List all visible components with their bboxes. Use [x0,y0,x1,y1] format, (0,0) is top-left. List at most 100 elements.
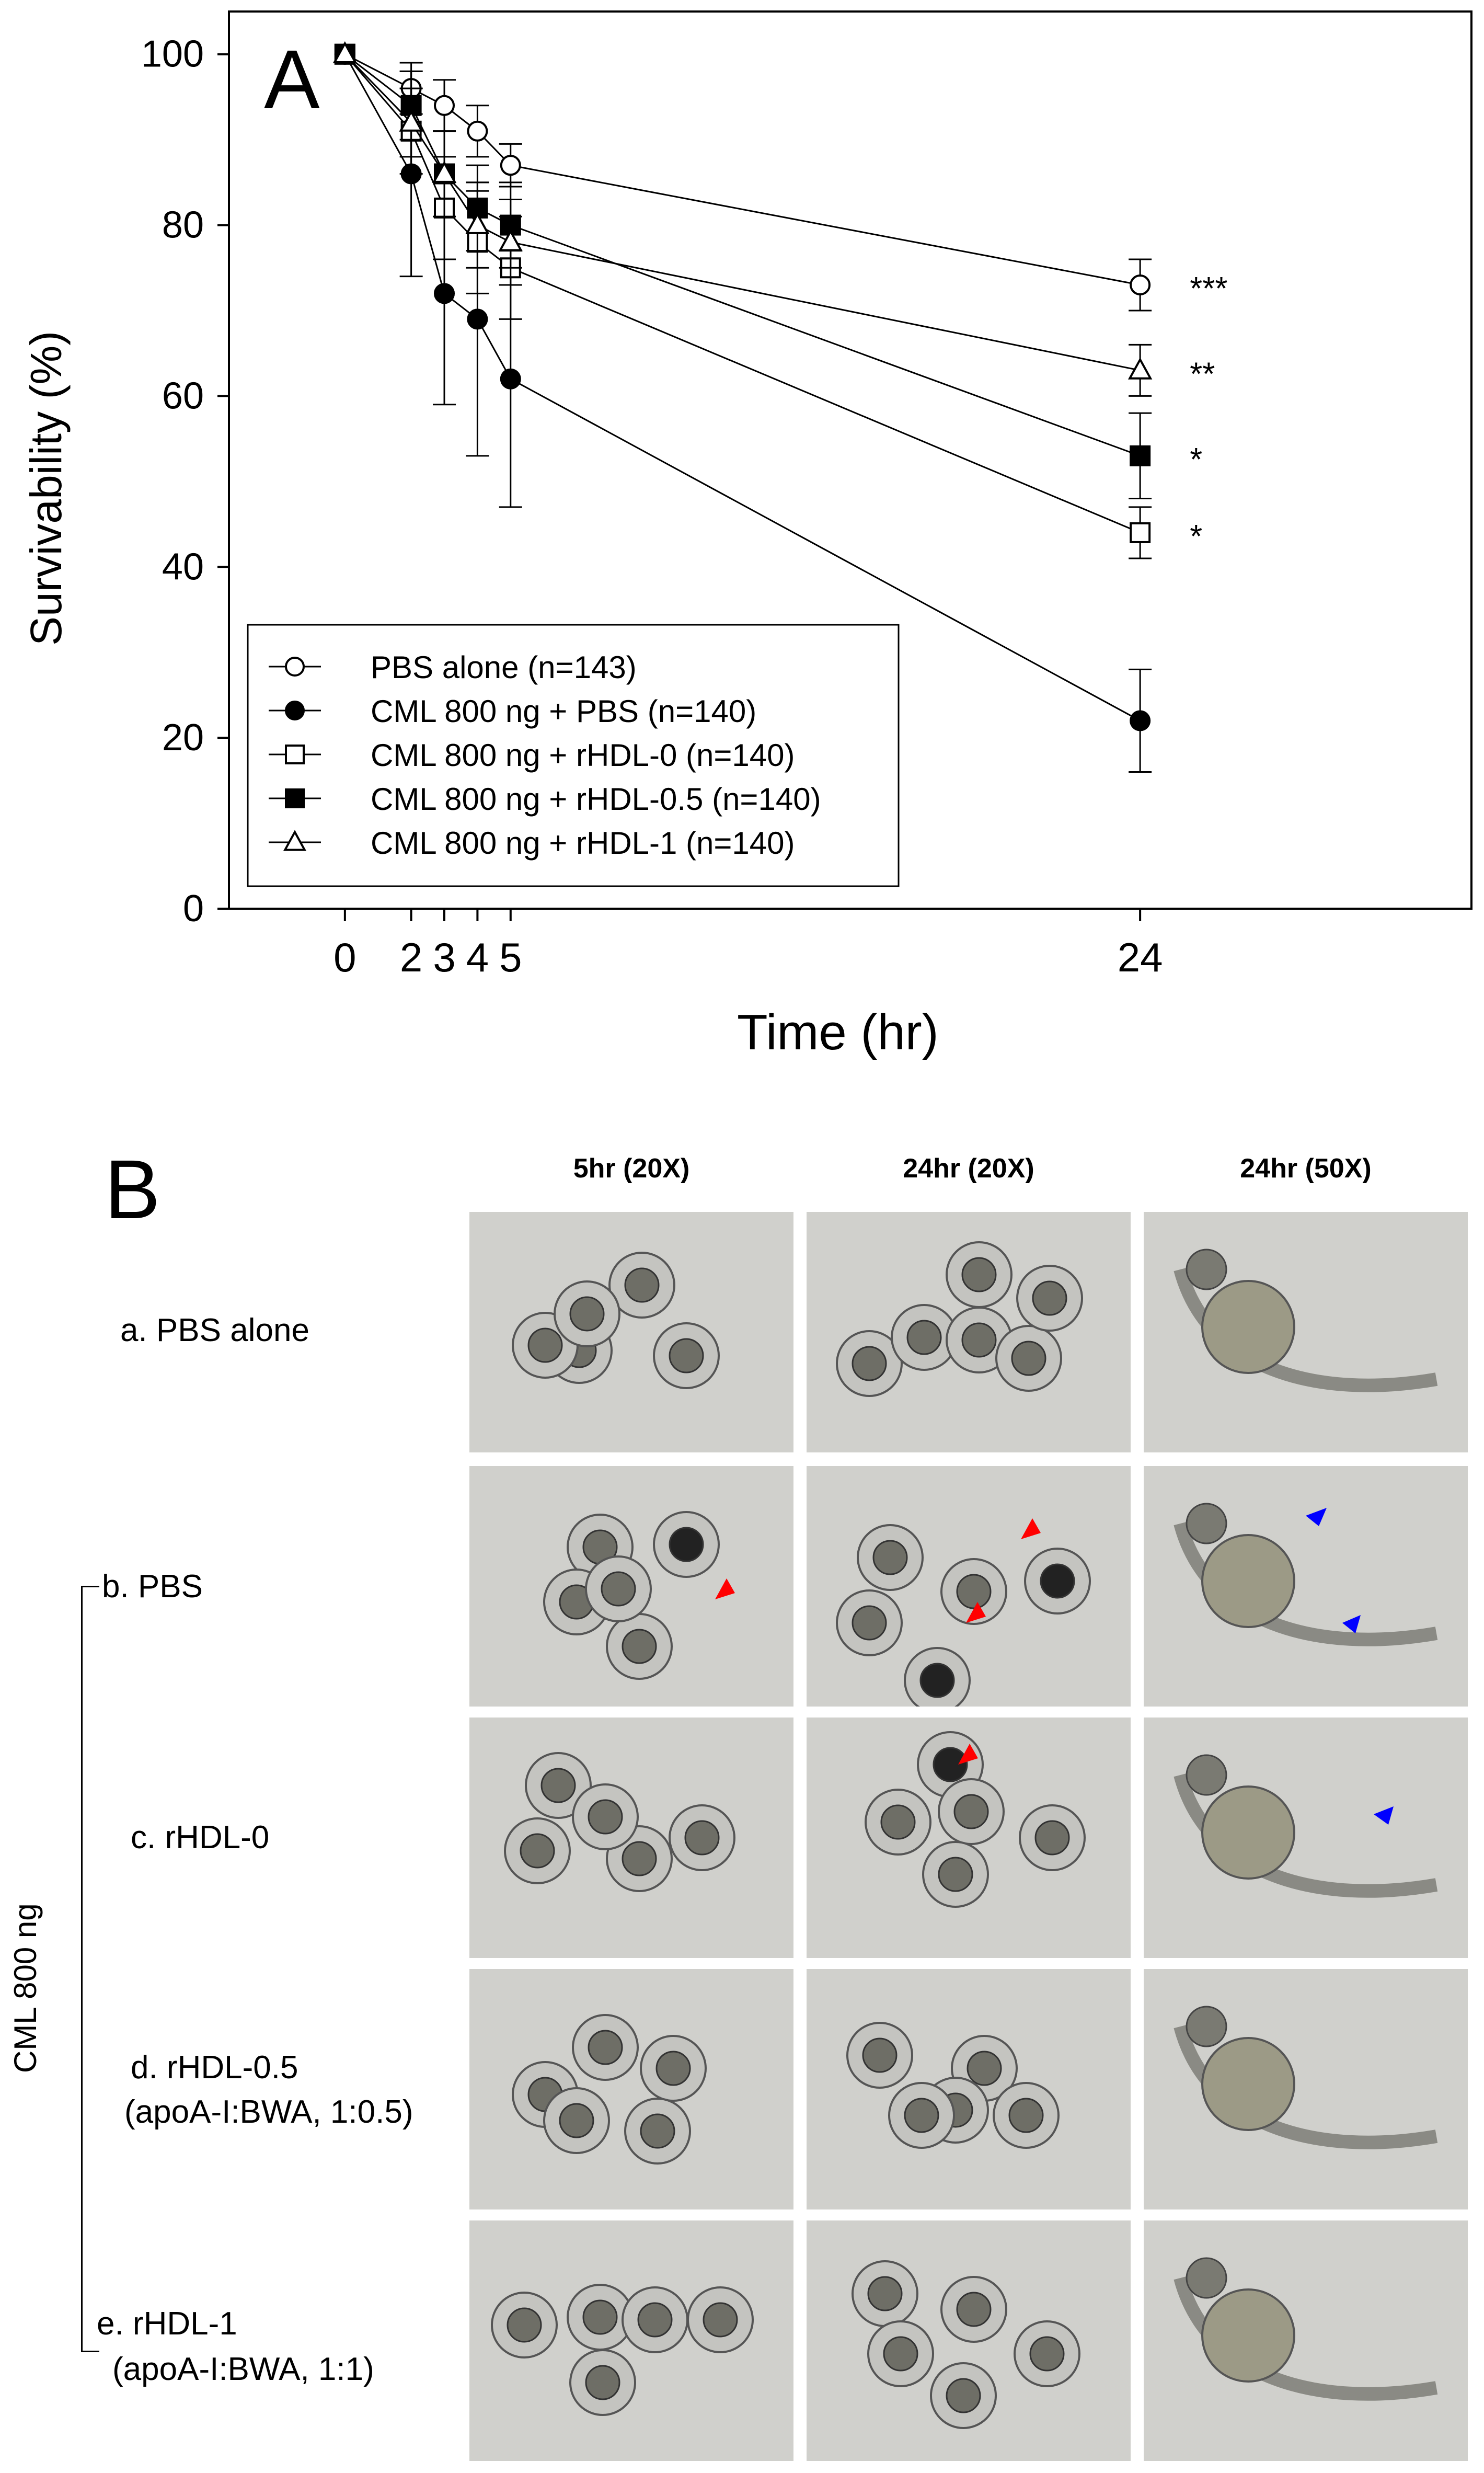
column-header-24hr-50x: 24hr (50X) [1240,1153,1372,1184]
data-point [285,788,305,808]
y-tick-label: 60 [162,375,204,417]
embryo-photo-row5-col3 [1144,2220,1468,2461]
y-tick-label: 80 [162,204,204,246]
embryo-photo-drawing [1144,2220,1468,2461]
x-tick-label: 24 [1118,934,1163,980]
embryo-photo-drawing [807,1969,1131,2209]
data-point [1130,522,1151,543]
embryo-photo-drawing [807,1212,1131,1452]
data-point [500,155,521,176]
data-point [285,701,305,720]
embryo-photo-row2-col2 [807,1466,1131,1707]
row-label-a: a. PBS alone [120,1312,309,1348]
significance-label: ** [1190,356,1215,392]
embryo-photo-drawing [1144,1466,1468,1707]
group-label-cml: CML 800 ng [8,1903,43,2073]
data-point [399,109,423,132]
legend-entry: PBS alone (n=143) [371,650,637,685]
data-point [1130,710,1151,731]
significance-label: * [1190,519,1202,555]
data-point [283,830,307,851]
data-point [1130,274,1151,295]
data-point [432,161,457,183]
x-axis-label: Time (hr) [737,1004,939,1060]
data-point [1128,357,1153,380]
embryo-photo-row3-col3 [1144,1718,1468,1958]
y-tick-label: 20 [162,717,204,759]
row-label-b: b. PBS [102,1568,203,1605]
series-5: ** [332,41,1215,397]
embryo-photo-drawing [807,1466,1131,1707]
y-tick-label: 40 [162,546,204,588]
series-line [344,53,1141,534]
data-point [467,120,488,142]
data-point [285,745,305,764]
x-tick-label: 0 [333,934,356,980]
embryo-photo-drawing [1144,1969,1468,2209]
embryo-photo-row4-col1 [469,1969,793,2209]
row-label-d-sub: (apoA-I:BWA, 1:0.5) [124,2094,413,2130]
data-point [1130,445,1151,466]
embryo-photo-drawing [469,1466,793,1707]
embryo-photo-row3-col2 [807,1718,1131,1958]
data-point [434,95,455,116]
row-label-e-sub: (apoA-I:BWA, 1:1) [112,2351,374,2387]
bracket-bottom-tick [81,2351,99,2352]
embryo-photo-row3-col1 [469,1718,793,1958]
series-line [344,53,1141,722]
series-line [344,53,1141,457]
x-tick-label: 5 [499,934,522,980]
embryo-photo-row2-col1 [469,1466,793,1707]
legend-box [247,624,900,887]
data-point [500,368,521,390]
column-header-24hr-20x: 24hr (20X) [903,1153,1034,1184]
panel-b-letter: B [105,1142,160,1236]
column-header-5hr-20x: 5hr (20X) [573,1153,690,1184]
data-point [285,657,305,677]
legend-entry: CML 800 ng + rHDL-1 (n=140) [371,826,795,861]
embryo-photo-drawing [469,1969,793,2209]
series-line [344,53,1141,371]
plot-frame [228,10,1473,910]
embryo-photo-row2-col3 [1144,1466,1468,1707]
embryo-photo-drawing [469,1718,793,1958]
embryo-photo-row1-col3 [1144,1212,1468,1452]
y-axis-label: Survivability (%) [21,330,71,646]
embryo-photo-row4-col2 [807,1969,1131,2209]
embryo-photo-drawing [1144,1718,1468,1958]
row-label-d: d. rHDL-0.5 [131,2050,298,2086]
embryo-photo-drawing [807,1718,1131,1958]
legend-entry: CML 800 ng + rHDL-0 (n=140) [371,738,795,773]
data-point [332,41,358,64]
significance-label: *** [1190,271,1227,307]
embryo-photo-row5-col1 [469,2220,793,2461]
embryo-photo-drawing [807,2220,1131,2461]
embryo-photo-row1-col1 [469,1212,793,1452]
data-point [465,212,490,234]
legend-entry: CML 800 ng + rHDL-0.5 (n=140) [371,782,821,817]
embryo-photo-row4-col3 [1144,1969,1468,2209]
y-tick-label: 100 [141,33,204,75]
y-tick-label: 0 [183,888,204,930]
significance-label: * [1190,442,1202,478]
bracket-top-tick [81,1586,99,1587]
series-1: *** [334,43,1228,312]
x-tick-label: 4 [466,934,489,980]
embryo-photo-drawing [469,2220,793,2461]
group-bracket [81,1586,83,2352]
data-point [498,229,523,251]
series-line [344,53,1141,286]
panel-a-letter: A [264,32,320,126]
row-label-c: c. rHDL-0 [131,1819,270,1856]
x-tick-label: 3 [433,934,455,980]
embryo-photo-row5-col2 [807,2220,1131,2461]
embryo-photo-drawing [1144,1212,1468,1452]
x-tick-label: 2 [400,934,422,980]
embryo-photo-drawing [469,1212,793,1452]
row-label-e: e. rHDL-1 [97,2306,237,2342]
embryo-photo-row1-col2 [807,1212,1131,1452]
data-point [434,283,455,304]
data-point [467,308,488,330]
legend-entry: CML 800 ng + PBS (n=140) [371,694,756,729]
